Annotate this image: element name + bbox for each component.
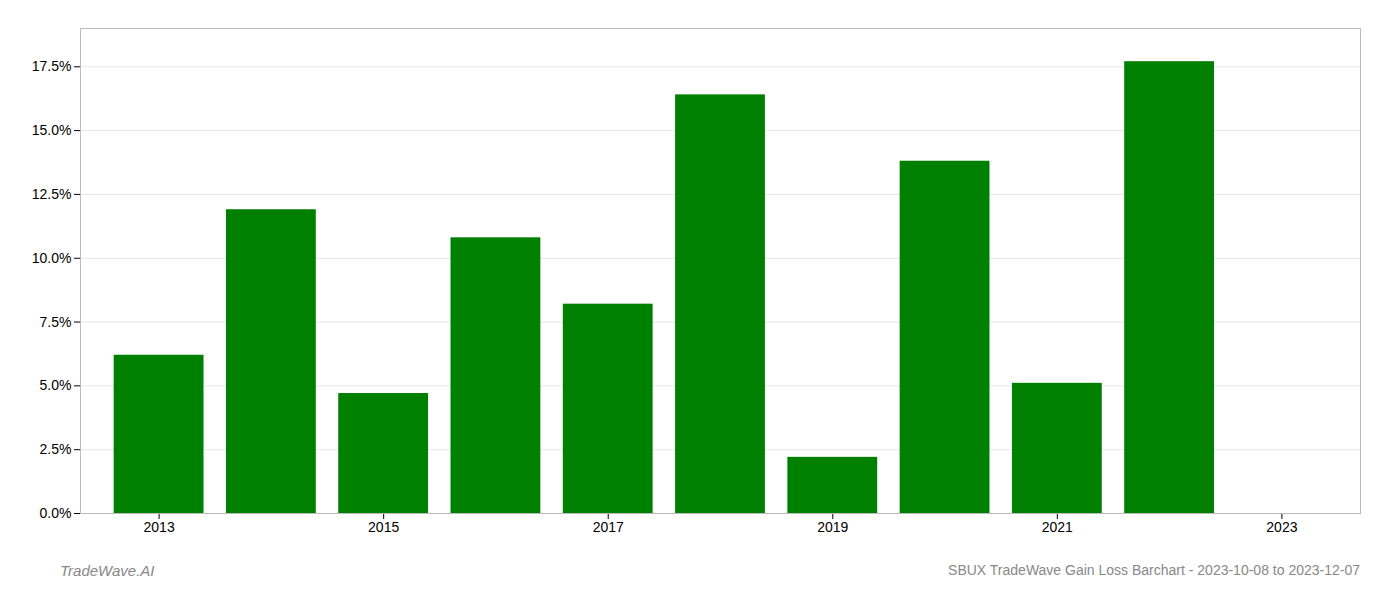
svg-text:2.5%: 2.5% xyxy=(40,441,72,457)
svg-text:10.0%: 10.0% xyxy=(32,250,72,266)
svg-text:2023: 2023 xyxy=(1266,519,1297,535)
svg-text:5.0%: 5.0% xyxy=(40,377,72,393)
svg-text:0.0%: 0.0% xyxy=(40,505,72,521)
svg-text:15.0%: 15.0% xyxy=(32,122,72,138)
svg-text:12.5%: 12.5% xyxy=(32,186,72,202)
svg-text:2013: 2013 xyxy=(144,519,175,535)
svg-text:7.5%: 7.5% xyxy=(40,314,72,330)
html-text:SBUX TradeWave Gain Loss Barch: SBUX TradeWave Gain Loss Barchart - 2023… xyxy=(948,562,1360,578)
svg-text:2021: 2021 xyxy=(1042,519,1073,535)
svg-text:2019: 2019 xyxy=(817,519,848,535)
html-text:TradeWave.AI: TradeWave.AI xyxy=(60,562,155,579)
svg-text:2015: 2015 xyxy=(368,519,399,535)
svg-text:17.5%: 17.5% xyxy=(32,58,72,74)
svg-text:2017: 2017 xyxy=(593,519,624,535)
